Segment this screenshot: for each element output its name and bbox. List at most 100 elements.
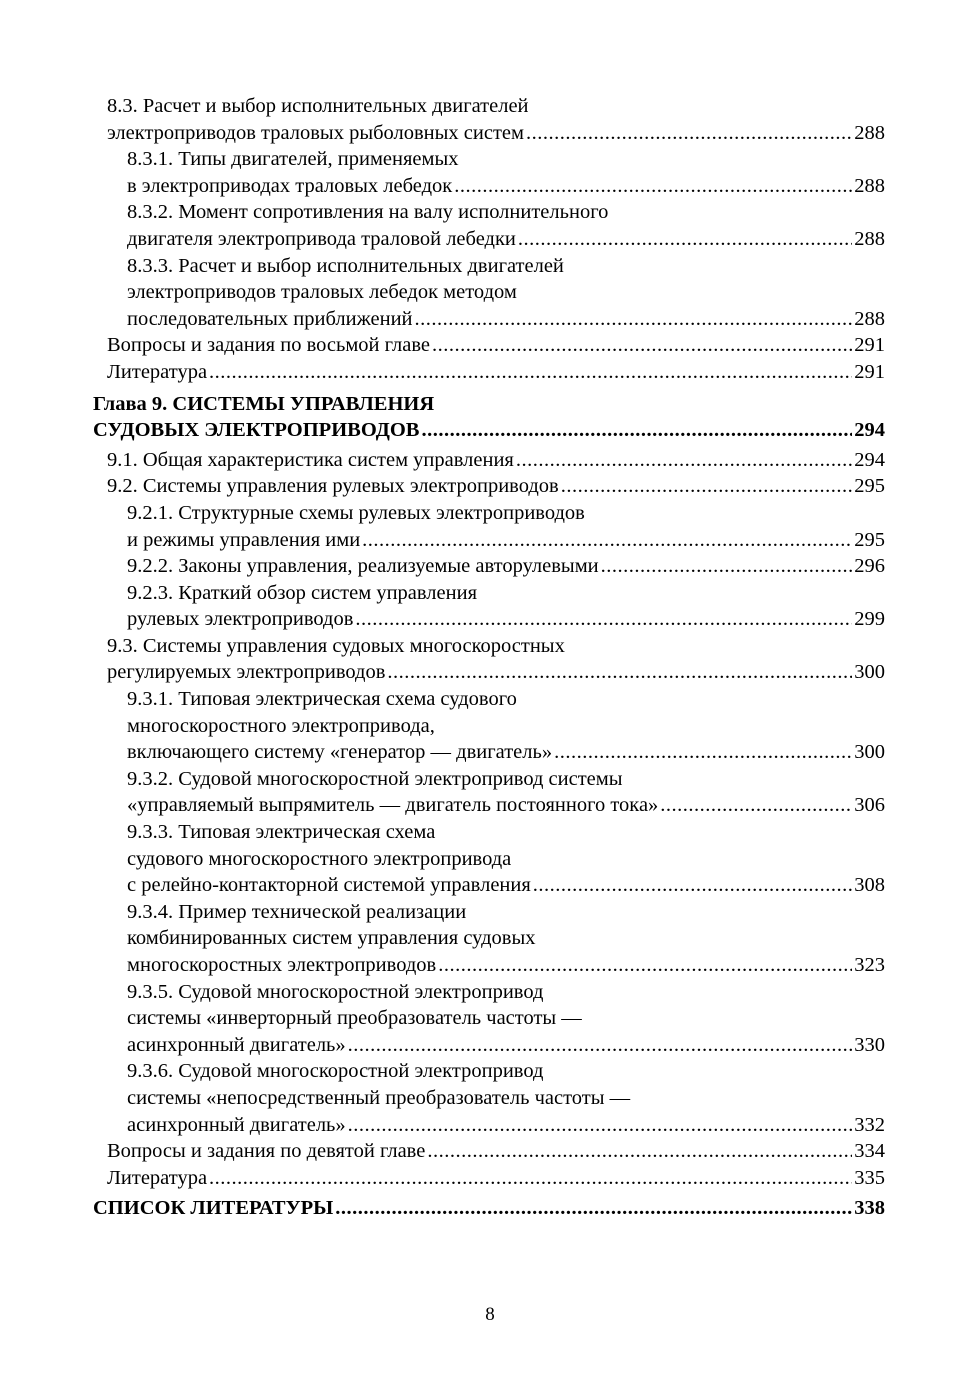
- toc-page-number: 323: [854, 954, 885, 976]
- toc-entry-line: 9.3.2. Судовой многоскоростной электропр…: [127, 766, 885, 793]
- toc-entry: 9.3.1. Типовая электрическая схема судов…: [93, 686, 885, 766]
- toc-entry-title: системы «непосредственный преобразовател…: [127, 1086, 631, 1109]
- table-of-contents: 8.3. Расчет и выбор исполнительных двига…: [93, 93, 885, 1225]
- toc-entry-title: в электроприводах траловых лебедок: [127, 174, 453, 197]
- toc-page-number: 294: [854, 448, 885, 471]
- toc-page-number: 291: [854, 360, 885, 383]
- toc-entry-line: 9.2.2. Законы управления, реализуемые ав…: [127, 553, 885, 580]
- toc-entry-line: СПИСОК ЛИТЕРАТУРЫ 338: [93, 1195, 885, 1222]
- toc-entry-title: электроприводов траловых лебедок методом: [127, 281, 517, 304]
- toc-entry: 9.2.1. Структурные схемы рулевых электро…: [93, 500, 885, 553]
- toc-entry: 9.3.6. Судовой многоскоростной электропр…: [93, 1058, 885, 1138]
- toc-chapter-entry: Глава 9. СИСТЕМЫ УПРАВЛЕНИЯ СУДОВЫХ ЭЛЕКТ…: [93, 391, 885, 444]
- toc-entry-line: последовательных приближений 288: [127, 306, 885, 333]
- toc-entry-line: «управляемый выпрямитель — двигатель пос…: [127, 792, 885, 819]
- toc-entry-title: 9.3.4. Пример технической реализации: [127, 900, 467, 923]
- toc-page-number: 288: [854, 307, 885, 330]
- toc-page-number: 295: [854, 528, 885, 551]
- toc-entry: 8.3. Расчет и выбор исполнительных двига…: [93, 93, 885, 146]
- toc-entry-title: комбинированных систем управления судовы…: [127, 927, 536, 950]
- toc-entry-title: 8.3.1. Типы двигателей, применяемых: [127, 148, 459, 171]
- toc-page-number: 335: [854, 1166, 885, 1189]
- toc-entry-line: двигателя электропривода траловой лебедк…: [127, 226, 885, 253]
- toc-page-number: 299: [854, 608, 885, 631]
- toc-entry: 9.1. Общая характеристика систем управле…: [93, 447, 885, 474]
- toc-entry-line: системы «непосредственный преобразовател…: [127, 1085, 885, 1112]
- dot-leader: [355, 606, 852, 633]
- toc-entry-title: судового многоскоростного электропривода: [127, 847, 512, 870]
- toc-entry-line: с релейно-контакторной системой управлен…: [127, 872, 885, 899]
- toc-entry-title: асинхронный двигатель»: [127, 1113, 346, 1136]
- toc-entry-title: с релейно-контакторной системой управлен…: [127, 874, 531, 897]
- toc-entry-title: Вопросы и задания по девятой главе: [107, 1140, 426, 1163]
- toc-entry-line: Глава 9. СИСТЕМЫ УПРАВЛЕНИЯ: [93, 391, 885, 418]
- toc-entry: 9.3. Системы управления судовых многоско…: [93, 633, 885, 686]
- toc-entry-title: Литература: [107, 360, 208, 383]
- toc-page-number: 294: [854, 419, 885, 442]
- toc-entry: 9.3.4. Пример технической реализации комб…: [93, 899, 885, 979]
- toc-entry-line: 9.3. Системы управления судовых многоско…: [107, 633, 885, 660]
- toc-page-number: 334: [854, 1140, 885, 1163]
- toc-entry-title: 9.3.2. Судовой многоскоростной электропр…: [127, 767, 623, 790]
- toc-entry-line: системы «инверторный преобразователь час…: [127, 1005, 885, 1032]
- toc-page-number: 338: [854, 1197, 885, 1220]
- dot-leader: [421, 417, 852, 444]
- toc-page-number: 300: [854, 661, 885, 684]
- toc-entry: 9.3.3. Типовая электрическая схема судово…: [93, 819, 885, 899]
- toc-entry-title: двигателя электропривода траловой лебедк…: [127, 227, 516, 250]
- toc-entry-title: 9.3. Системы управления судовых многоско…: [107, 634, 565, 657]
- toc-page-number: 291: [854, 334, 885, 357]
- toc-entry-line: 9.3.3. Типовая электрическая схема: [127, 819, 885, 846]
- toc-entry-title: Литература: [107, 1166, 208, 1189]
- toc-entry-line: Вопросы и задания по девятой главе 334: [107, 1138, 885, 1165]
- dot-leader: [387, 659, 852, 686]
- toc-entry-title: рулевых электроприводов: [127, 608, 354, 631]
- toc-entry-title: 9.3.6. Судовой многоскоростной электропр…: [127, 1060, 544, 1083]
- toc-entry-title: 8.3.3. Расчет и выбор исполнительных дви…: [127, 254, 564, 277]
- toc-entry-title: последовательных приближений: [127, 307, 413, 330]
- toc-entry-line: включающего систему «генератор — двигате…: [127, 739, 885, 766]
- toc-entry-title: включающего систему «генератор — двигате…: [127, 741, 553, 764]
- page-number: 8: [485, 1304, 495, 1325]
- toc-entry-title: 9.2.2. Законы управления, реализуемые ав…: [127, 555, 599, 578]
- toc-entry-title: регулируемых электроприводов: [107, 661, 386, 684]
- toc-entry-line: 9.3.4. Пример технической реализации: [127, 899, 885, 926]
- toc-page-number: 295: [854, 475, 885, 498]
- toc-entry-line: 8.3.2. Момент сопротивления на валу испо…: [127, 199, 885, 226]
- toc-entry-line: 9.2.3. Краткий обзор систем управления: [127, 580, 885, 607]
- toc-entry-title: Вопросы и задания по восьмой главе: [107, 334, 430, 357]
- toc-entry-line: 8.3.3. Расчет и выбор исполнительных дви…: [127, 253, 885, 280]
- dot-leader: [533, 872, 852, 899]
- toc-page-number: 332: [854, 1113, 885, 1136]
- toc-entry-line: многоскоростного электропривода,: [127, 713, 885, 740]
- dot-leader: [427, 1138, 852, 1165]
- toc-entry-title: «управляемый выпрямитель — двигатель пос…: [127, 794, 659, 817]
- toc-page-number: 308: [854, 874, 885, 897]
- dot-leader: [432, 332, 852, 359]
- toc-entry-line: 9.1. Общая характеристика систем управле…: [107, 447, 885, 474]
- toc-entry-line: асинхронный двигатель» 332: [127, 1112, 885, 1139]
- toc-entry: 9.2.2. Законы управления, реализуемые ав…: [93, 553, 885, 580]
- toc-entry-title: 9.2.3. Краткий обзор систем управления: [127, 581, 478, 604]
- toc-entry-line: регулируемых электроприводов 300: [107, 659, 885, 686]
- toc-entry-line: 9.3.6. Судовой многоскоростной электропр…: [127, 1058, 885, 1085]
- dot-leader: [415, 306, 853, 333]
- toc-entry-title: Глава 9. СИСТЕМЫ УПРАВЛЕНИЯ: [93, 392, 435, 415]
- dot-leader: [526, 120, 852, 147]
- toc-entry: Вопросы и задания по восьмой главе 291: [93, 332, 885, 359]
- toc-entry-title: 9.2. Системы управления рулевых электроп…: [107, 475, 559, 498]
- toc-entry-line: Литература 291: [107, 359, 885, 386]
- toc-entry-line: рулевых электроприводов 299: [127, 606, 885, 633]
- toc-entry-line: судового многоскоростного электропривода: [127, 846, 885, 873]
- toc-entry: Вопросы и задания по девятой главе 334: [93, 1138, 885, 1165]
- dot-leader: [335, 1195, 852, 1222]
- toc-entry-title: многоскоростного электропривода,: [127, 714, 435, 737]
- toc-entry: 9.2.3. Краткий обзор систем управления ру…: [93, 580, 885, 633]
- dot-leader: [561, 473, 853, 500]
- toc-entry-line: Литература 335: [107, 1165, 885, 1192]
- toc-entry-line: асинхронный двигатель» 330: [127, 1032, 885, 1059]
- toc-entry-line: 9.2.1. Структурные схемы рулевых электро…: [127, 500, 885, 527]
- toc-chapter-entry: СПИСОК ЛИТЕРАТУРЫ 338: [93, 1195, 885, 1222]
- toc-entry-title: асинхронный двигатель»: [127, 1033, 346, 1056]
- toc-entry-line: электроприводов траловых рыболовных сист…: [107, 120, 885, 147]
